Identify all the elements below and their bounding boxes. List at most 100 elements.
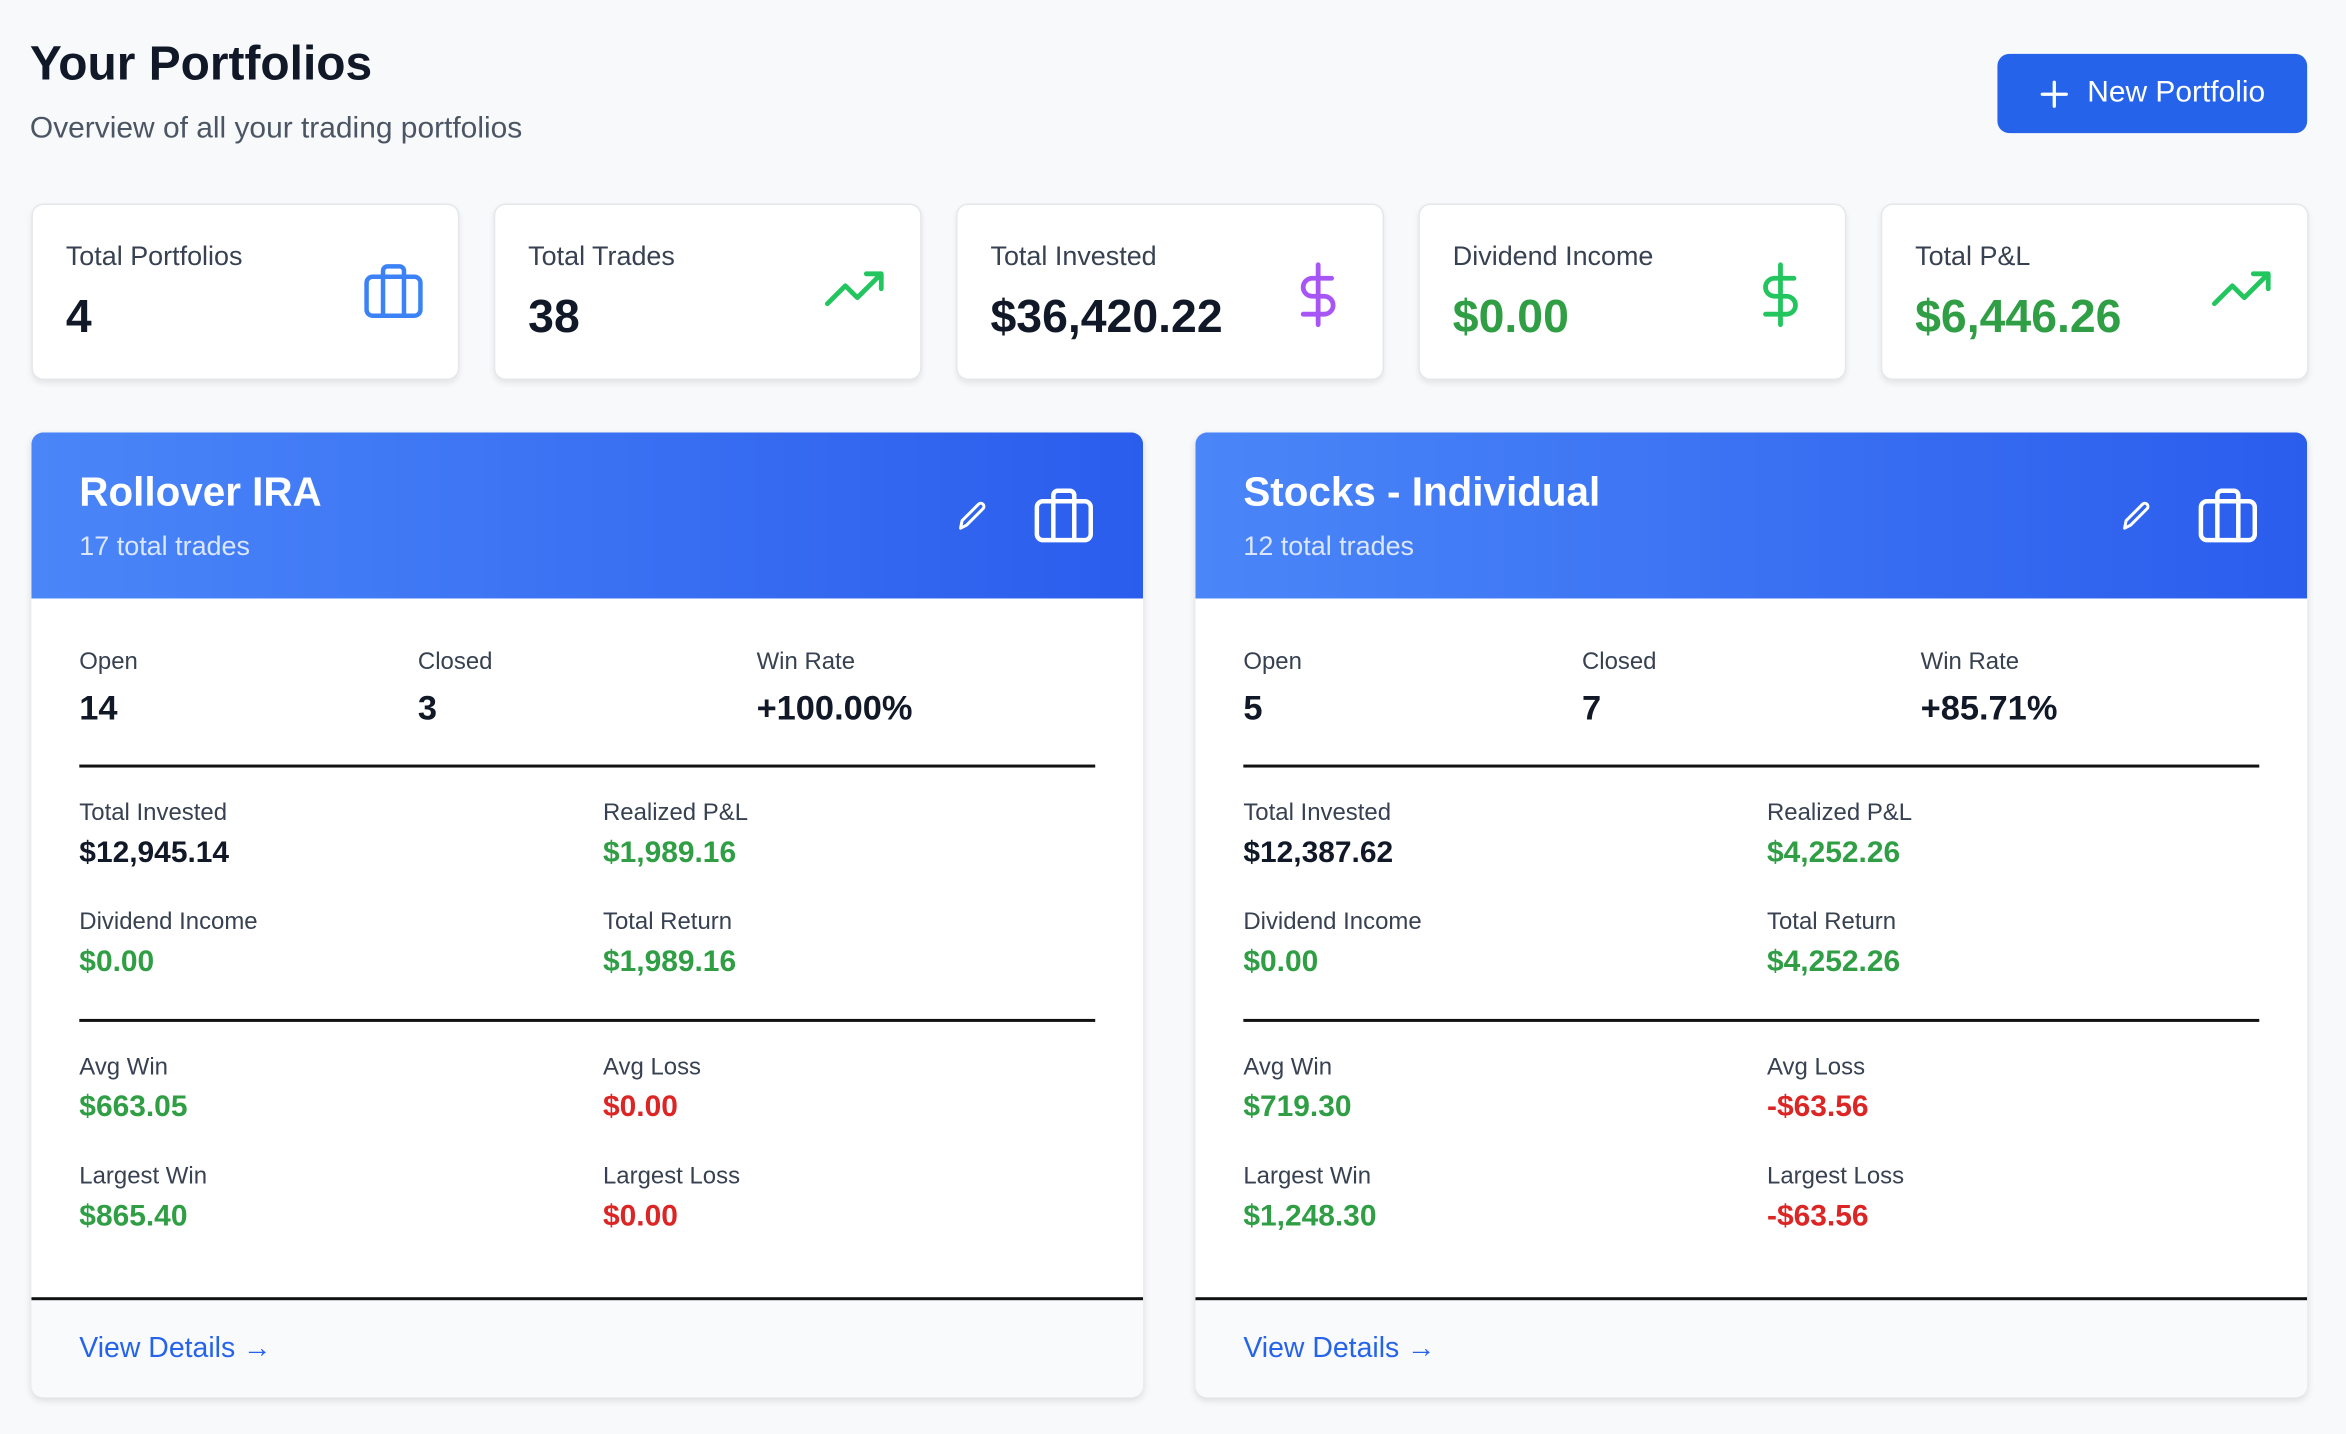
metric-value: $0.00 — [1243, 945, 1319, 979]
metric-value: $12,387.62 — [1243, 836, 1394, 870]
count-label: Closed — [1581, 649, 1657, 675]
count-item: Open 5 — [1243, 649, 1582, 728]
metric-value: $1,989.16 — [602, 945, 737, 979]
metric-value: $1,248.30 — [1243, 1199, 1377, 1233]
count-value: 3 — [417, 688, 438, 728]
count-label: Win Rate — [1920, 649, 2020, 675]
count-row: Open 14 Closed 3 Win Rate +100.00% — [79, 649, 1096, 768]
stat-card: Total P&L $6,446.26 — [1880, 203, 2309, 381]
stat-card: Dividend Income $0.00 — [1418, 203, 1847, 381]
stat-label: Total Portfolios — [65, 240, 243, 271]
metric-label: Largest Win — [1243, 1164, 1372, 1190]
page-subtitle: Overview of all your trading portfolios — [29, 112, 523, 146]
metric: Total Return $1,989.16 — [603, 910, 1097, 980]
metric-label: Total Return — [602, 909, 733, 936]
new-portfolio-button[interactable]: New Portfolio — [1997, 53, 2308, 134]
metric: Largest Win $865.40 — [79, 1164, 603, 1234]
card-actions — [2119, 486, 2260, 546]
view-details-link[interactable]: View Details → — [1243, 1332, 1436, 1364]
metric-label: Dividend Income — [1243, 909, 1422, 936]
metric: Total Return $4,252.26 — [1767, 910, 2261, 980]
card-body: Open 5 Closed 7 Win Rate +85.71% Total Investe… — [1195, 598, 2307, 1273]
count-value: +100.00% — [756, 688, 913, 728]
card-body: Open 14 Closed 3 Win Rate +100.00% Total Inves… — [31, 598, 1143, 1273]
plus-icon — [2040, 79, 2068, 108]
metric-grid: Total Invested $12,945.14 Realized P&L $1,9… — [79, 768, 1097, 1022]
card-header: Rollover IRA 17 total trades — [31, 432, 1144, 599]
metric-value: -$63.56 — [1767, 1199, 1869, 1233]
stat-card: Total Invested $36,420.22 — [956, 203, 1384, 381]
metric: Realized P&L $4,252.26 — [1767, 800, 2261, 870]
card-footer: View Details → — [31, 1297, 1144, 1398]
metric-label: Avg Loss — [1767, 1054, 1866, 1081]
card-actions — [955, 486, 1096, 546]
metric: Avg Loss -$63.56 — [1767, 1055, 2261, 1125]
metric: Realized P&L $1,989.16 — [603, 800, 1097, 870]
page-title: Your Portfolios — [29, 35, 373, 90]
portfolio-name: Stocks - Individual — [1243, 469, 1601, 515]
metric-value: $0.00 — [79, 945, 155, 979]
metric-label: Total Invested — [1243, 800, 1392, 826]
briefcase-icon — [2198, 488, 2258, 543]
count-value: 7 — [1581, 688, 1602, 728]
metric: Total Invested $12,945.14 — [79, 800, 603, 870]
metric-label: Avg Loss — [602, 1054, 702, 1081]
edit-icon[interactable] — [2119, 498, 2155, 534]
metric-label: Largest Loss — [602, 1164, 741, 1190]
dollar-icon — [1763, 262, 1798, 328]
portfolio-card: Rollover IRA 17 total trades Open 14 Closed 3… — [31, 432, 1144, 1398]
button-label: New Portfolio — [2087, 76, 2266, 110]
trade-count: 17 total trades — [79, 531, 250, 562]
metric-value: $12,945.14 — [79, 836, 230, 870]
metric-label: Realized P&L — [1767, 800, 1913, 826]
portfolio-list: Rollover IRA 17 total trades Open 14 Closed 3… — [31, 432, 2308, 1398]
metric-label: Dividend Income — [79, 909, 258, 936]
count-label: Win Rate — [756, 649, 856, 675]
metric: Dividend Income $0.00 — [79, 910, 603, 980]
metric-label: Largest Loss — [1767, 1164, 1905, 1190]
metric: Largest Loss -$63.56 — [1767, 1164, 2261, 1234]
stat-value: 38 — [528, 290, 580, 343]
stat-value: 4 — [65, 290, 92, 343]
stat-card: Total Portfolios 4 — [31, 203, 460, 381]
stat-label: Total Invested — [990, 240, 1157, 271]
count-value: +85.71% — [1920, 688, 2058, 728]
view-details-link[interactable]: View Details → — [79, 1332, 272, 1364]
count-label: Open — [79, 649, 138, 675]
metric-grid: Avg Win $663.05 Avg Loss $0.00 Largest Win $8… — [79, 1022, 1095, 1273]
trade-count: 12 total trades — [1243, 531, 1415, 562]
count-value: 5 — [1243, 688, 1263, 728]
metric-value: $0.00 — [602, 1090, 678, 1124]
stat-value: $0.00 — [1452, 290, 1569, 343]
metric-value: $4,252.26 — [1767, 945, 1901, 979]
metric-label: Total Return — [1767, 909, 1897, 936]
count-item: Closed 3 — [418, 649, 757, 728]
metric: Avg Win $719.30 — [1243, 1055, 1767, 1125]
metric: Avg Win $663.05 — [79, 1055, 603, 1125]
count-value: 14 — [79, 688, 118, 728]
stat-card: Total Trades 38 — [493, 203, 922, 381]
metric-value: $1,989.16 — [602, 836, 737, 870]
stats-row: Total Portfolios 4 Total Trades 38 Total Inv… — [31, 203, 2309, 381]
trend-icon — [825, 271, 884, 307]
count-item: Closed 7 — [1582, 649, 1921, 728]
metric-label: Largest Win — [79, 1164, 208, 1190]
metric-value: $865.40 — [79, 1199, 188, 1233]
stat-label: Total P&L — [1915, 240, 2031, 271]
portfolio-card: Stocks - Individual 12 total trades Open 5 C… — [1195, 432, 2308, 1398]
edit-icon[interactable] — [955, 498, 991, 534]
metric-value: $663.05 — [79, 1090, 188, 1124]
count-item: Open 14 — [79, 649, 418, 728]
metric: Largest Loss $0.00 — [603, 1164, 1097, 1234]
dollar-icon — [1300, 262, 1336, 328]
count-label: Closed — [417, 649, 493, 675]
metric: Largest Win $1,248.30 — [1243, 1164, 1767, 1234]
metric: Dividend Income $0.00 — [1243, 910, 1767, 980]
metric-grid: Total Invested $12,387.62 Realized P&L $4,2… — [1243, 768, 2261, 1022]
portfolio-name: Rollover IRA — [79, 469, 322, 515]
metric-grid: Avg Win $719.30 Avg Loss -$63.56 Largest Win… — [1243, 1022, 2259, 1273]
count-row: Open 5 Closed 7 Win Rate +85.71% — [1243, 649, 2260, 768]
metric-value: $4,252.26 — [1767, 836, 1901, 870]
